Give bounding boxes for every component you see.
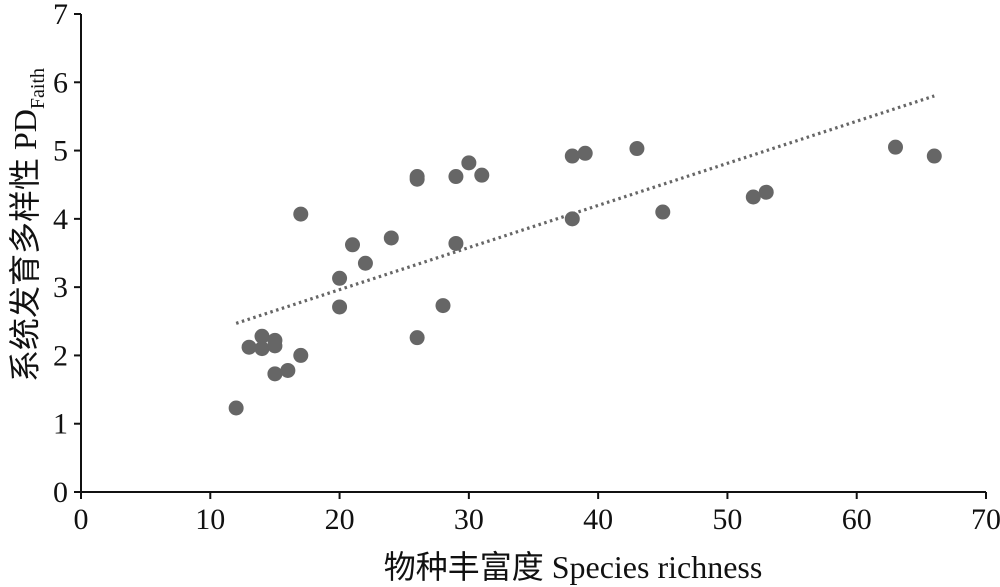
data-point bbox=[888, 139, 903, 155]
data-point bbox=[564, 148, 580, 164]
y-tick-label: 0 bbox=[53, 476, 68, 509]
data-point bbox=[228, 400, 244, 416]
y-axis-title-subscript: Faith bbox=[27, 68, 49, 109]
data-point bbox=[448, 235, 464, 251]
x-tick-label: 0 bbox=[74, 503, 89, 536]
data-point bbox=[332, 270, 348, 286]
y-tick-label: 5 bbox=[53, 135, 68, 168]
x-tick-label: 60 bbox=[842, 503, 872, 536]
y-tick-label: 6 bbox=[53, 66, 68, 99]
y-axis-title: 系统发育多样性 PDFaith bbox=[7, 68, 49, 382]
data-point bbox=[448, 169, 464, 185]
trendline-group bbox=[235, 94, 935, 325]
y-tick-label: 2 bbox=[53, 339, 68, 372]
y-tick-label: 7 bbox=[53, 0, 68, 31]
data-point bbox=[293, 206, 309, 222]
data-point bbox=[241, 339, 257, 355]
data-point bbox=[564, 211, 580, 227]
x-tick-label: 20 bbox=[325, 503, 355, 536]
trendline bbox=[235, 94, 935, 325]
data-point bbox=[383, 230, 399, 246]
x-tick-label: 50 bbox=[712, 503, 742, 536]
y-tick-label: 1 bbox=[53, 408, 68, 441]
data-point bbox=[267, 338, 283, 354]
data-point bbox=[254, 328, 270, 344]
axes bbox=[80, 14, 986, 493]
data-point bbox=[357, 255, 373, 271]
data-point bbox=[629, 141, 645, 157]
x-axis-title: 物种丰富度 Species richness bbox=[384, 549, 763, 585]
data-point bbox=[926, 148, 942, 164]
x-tick-label: 30 bbox=[454, 503, 484, 536]
data-point bbox=[655, 204, 671, 220]
data-point bbox=[409, 330, 425, 346]
y-tick-label: 3 bbox=[53, 271, 68, 304]
y-axis-title-main: 系统发育多样性 PD bbox=[7, 109, 43, 382]
data-point bbox=[345, 237, 360, 253]
data-point bbox=[254, 341, 270, 357]
data-point bbox=[435, 298, 451, 314]
data-points-group bbox=[228, 139, 942, 416]
data-point bbox=[280, 362, 296, 378]
data-point bbox=[461, 155, 477, 171]
data-point bbox=[332, 299, 348, 315]
data-point bbox=[267, 366, 283, 382]
x-tick-label: 40 bbox=[583, 503, 613, 536]
data-point bbox=[745, 189, 761, 205]
x-tick-label: 10 bbox=[195, 503, 225, 536]
data-point bbox=[474, 167, 490, 183]
data-point bbox=[293, 347, 309, 363]
y-tick-label: 4 bbox=[53, 203, 68, 236]
data-point bbox=[758, 184, 774, 200]
x-tick-label: 70 bbox=[971, 503, 1000, 536]
data-point bbox=[577, 145, 593, 161]
tick-group: 0 10 20 30 40 50 60 70 0 1 2 3 4 5 6 7 bbox=[53, 0, 1000, 536]
data-point bbox=[409, 171, 425, 187]
